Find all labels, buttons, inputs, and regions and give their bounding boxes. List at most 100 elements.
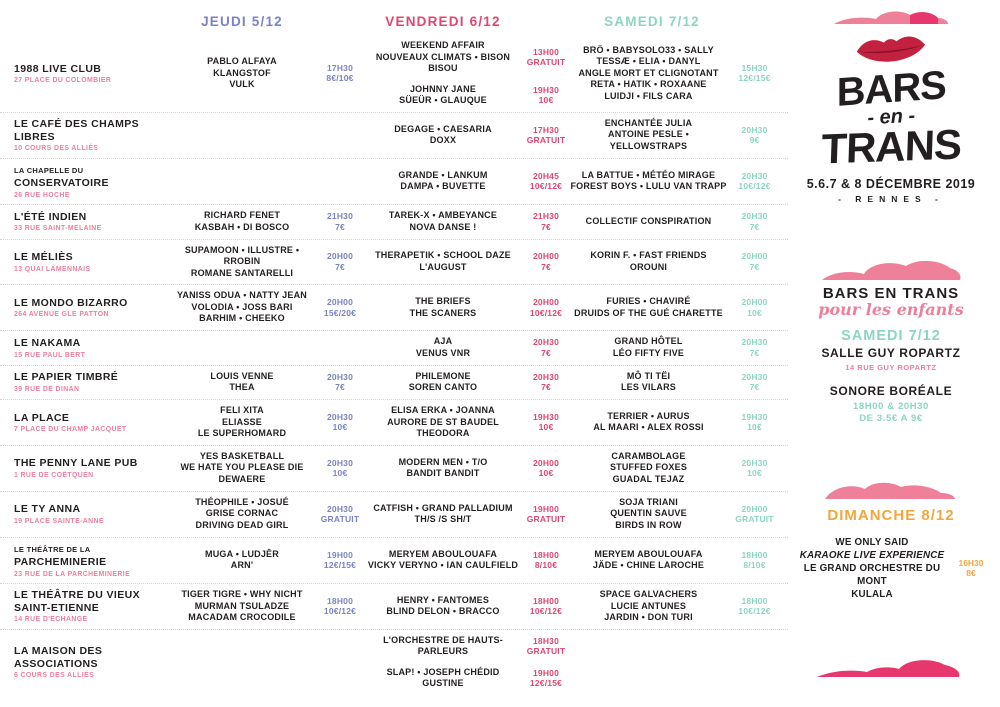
time: 20H30 — [532, 371, 560, 382]
artist-line: FELI XITA — [220, 405, 264, 415]
artist-group: THERAPETIK • SCHOOL DAZE L'AUGUST — [364, 250, 522, 273]
venue-address: 39 RUE DE DINAN — [14, 385, 80, 393]
time: 13H00 — [532, 46, 560, 57]
day-cell-samedi: SPACE GALVACHERS LUCIE ANTUNES JARDIN • DO… — [570, 589, 782, 624]
artist-group: SUPAMOON • ILLUSTRE • RROBIN ROMANE SANTA… — [168, 245, 316, 280]
artist-group: AJA VENUS VNR — [364, 336, 522, 359]
venue-cell: LE MÉLIÈS 13 QUAI LAMENNAIS — [0, 251, 168, 273]
day-cell-samedi: MÔ TI TËI LES VILARS 20H30 7€ — [570, 371, 782, 394]
day-cell-jeudi: FELI XITA ELIASSE LE SUPERHOMARD 20H30 10€ — [168, 405, 364, 440]
day-cell-vendredi: THERAPETIK • SCHOOL DAZE L'AUGUST 20H00 7€ — [364, 250, 570, 273]
time: 20H00 — [741, 503, 768, 514]
venue-cell: LA PLACE 7 PLACE DU CHAMP JACQUET — [0, 412, 168, 434]
day-header-samedi: SAMEDI 7/12 — [604, 14, 700, 29]
artist-group: TIGER TIGRE • WHY NICHT MURMAN TSULADZE MA… — [168, 589, 316, 624]
time: 20H30 — [326, 411, 354, 422]
artist-line: ARN' — [230, 560, 254, 571]
entry: MERYEM ABOULOUAFA VICKY VERYNO • IAN CAUL… — [364, 549, 570, 572]
time: 17H30 — [326, 62, 354, 73]
slot-time: 16H30 8€ — [952, 558, 990, 579]
artist-line: ANGLE MORT ET CLIGNOTANT — [578, 67, 719, 78]
entry: MUGA • LUDJÊR ARN' 19H00 12€/15€ — [168, 549, 364, 572]
price: 7€ — [749, 221, 760, 232]
artist-group: RICHARD FENET KASBAH • DI BOSCO — [168, 210, 316, 233]
artist-group: SLAP! • JOSEPH CHÉDID GUSTINE — [364, 667, 522, 690]
artist-line: THE BRIEFS — [415, 296, 471, 307]
day-cell-vendredi: WEEKEND AFFAIR NOUVEAUX CLIMATS • BISON B… — [364, 40, 570, 107]
artist-group: SPACE GALVACHERS LUCIE ANTUNES JARDIN • DO… — [570, 589, 727, 624]
artist-line: THEODORA — [416, 428, 470, 438]
artist-line: FOREST BOYS • LULU VAN TRAPP — [570, 181, 727, 192]
day-header-jeudi: JEUDI 5/12 — [201, 14, 283, 29]
venue-row: 1988 LIVE CLUB 27 PLACE DU COLOMBIER PABLO… — [0, 35, 788, 112]
slot-time: 20H30 7€ — [522, 372, 570, 393]
time: 18H30 — [532, 635, 560, 646]
artist-group: MUGA • LUDJÊR ARN' — [168, 549, 316, 572]
artist-line: KASBAH • DI BOSCO — [194, 221, 290, 232]
artist-line: RICHARD FENET — [203, 210, 281, 221]
price: 10€ — [538, 468, 554, 479]
artist-line: WEEKEND AFFAIR — [401, 40, 485, 50]
artist-line: WE HATE YOU PLEASE DIE — [180, 462, 304, 473]
artist-group: ELISA ERKA • JOANNA AURORE DE ST BAUDEL TH… — [364, 405, 522, 440]
artist-line: OROUNI — [629, 261, 668, 272]
artist-line: TH/S /S SH/T — [414, 514, 472, 524]
price: 10€/12€ — [323, 606, 357, 617]
venue-cell: LA CHAPELLE DU CONSERVATOIRE 26 RUE HOCHE — [0, 164, 168, 199]
slot-time: 13H00 GRATUIT — [522, 47, 570, 68]
artist-line: KLANGSTOF — [213, 67, 271, 78]
day-cell-samedi: FURIES • CHAVIRÉ DRUIDS OF THE GUÉ CHARET… — [570, 296, 782, 319]
slot-time: 17H30 8€/10€ — [316, 63, 364, 84]
time: 20H00 — [741, 251, 768, 262]
time: 20H30 — [741, 170, 768, 181]
venue-address: 19 PLACE SAINTE-ANNE — [14, 517, 104, 525]
artist-group: THÉOPHILE • JOSUÉ GRISE CORNAC DRIVING DEA… — [168, 497, 316, 532]
slot-time: 20H00 7€ — [316, 251, 364, 272]
artist-line: THE SCANERS — [409, 307, 477, 318]
artist-line: NOVA DANSE ! — [409, 221, 477, 232]
cloud-icon — [816, 256, 966, 282]
artist-line: LOUIS VENNE — [210, 370, 274, 381]
price: 8€/10€ — [326, 73, 354, 84]
schedule-header: JEUDI 5/12 VENDREDI 6/12 SAMEDI 7/12 — [0, 10, 788, 35]
entry: THÉOPHILE • JOSUÉ GRISE CORNAC DRIVING DEA… — [168, 497, 364, 532]
artist-line: BARHIM • CHEEKO — [199, 313, 285, 324]
day-cell-samedi: GRAND HÔTEL LÉO FIFTY FIVE 20H30 7€ — [570, 336, 782, 359]
slot-time: 20H30 7€ — [316, 372, 364, 393]
slot-time: 20H30 7€ — [727, 372, 782, 393]
day-cell-vendredi: GRANDE • LANKUM DAMPA • BUVETTE 20H45 10€/1… — [364, 170, 570, 193]
artist-line: DAMPA • BUVETTE — [400, 181, 486, 192]
venue-name: LE THÉÂTRE DU VIEUX SAINT-ETIENNE — [14, 589, 141, 614]
artist-line: TERRIER • AURUS — [607, 410, 690, 421]
artist-line: VULK — [229, 79, 255, 89]
slot-time: 19H00 12€/15€ — [522, 668, 570, 689]
artist-line: GRANDE • LANKUM — [398, 169, 488, 180]
artist-group: YES BASKETBALL WE HATE YOU PLEASE DIE DEWA… — [168, 451, 316, 486]
artist-line: LÉO FIFTY FIVE — [612, 347, 685, 358]
entry: THE BRIEFS THE SCANERS 20H00 10€/12€ — [364, 296, 570, 319]
artist-line: AJA — [433, 336, 453, 347]
venue-name: LE PAPIER TIMBRÉ — [14, 371, 119, 384]
artist-line: SUPAMOON • ILLUSTRE • RROBIN — [184, 244, 300, 267]
venue-address: 15 RUE PAUL BERT — [14, 351, 86, 359]
time: 18H00 — [326, 595, 354, 606]
artist-line: THERAPETIK • SCHOOL DAZE — [375, 250, 511, 261]
entry: GRAND HÔTEL LÉO FIFTY FIVE 20H30 7€ — [570, 336, 782, 359]
price: 7€ — [749, 347, 760, 358]
artist-line: MACADAM CROCODILE — [188, 612, 296, 622]
slot-time: 20H30 10€/12€ — [727, 171, 782, 192]
day-cell-vendredi: ELISA ERKA • JOANNA AURORE DE ST BAUDEL TH… — [364, 405, 570, 440]
artist-line: GUADAL TEJAZ — [612, 473, 685, 484]
artist-line: MERYEM ABOULOUAFA — [388, 548, 498, 559]
price: 8/10€ — [534, 560, 558, 571]
entry: SPACE GALVACHERS LUCIE ANTUNES JARDIN • DO… — [570, 589, 782, 624]
price: 7€ — [541, 382, 551, 393]
artist-line: MODERN MEN • T/O — [398, 456, 488, 467]
price: 7€ — [541, 347, 551, 358]
price: GRATUIT — [735, 514, 774, 524]
artist-group: SOJA TRIANI QUENTIN SAUVE BIRDS IN ROW — [570, 497, 727, 532]
entry: AJA VENUS VNR 20H30 7€ — [364, 336, 570, 359]
venue-address: 33 RUE SAINT-MELAINE — [14, 225, 102, 233]
artist-group: LOUIS VENNE THEA — [168, 371, 316, 394]
entry: PABLO ALFAYA KLANGSTOF VULK 17H30 8€/10€ — [168, 56, 364, 91]
